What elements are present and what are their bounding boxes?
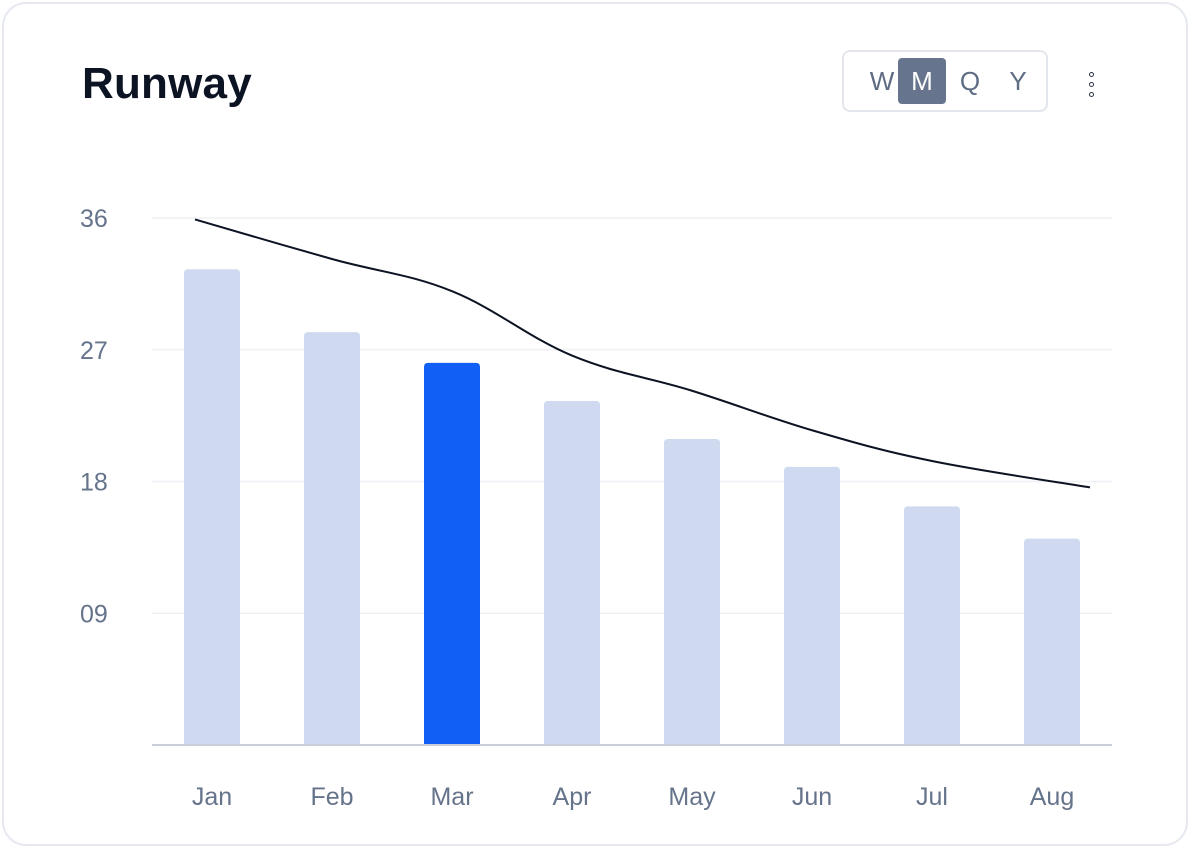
y-tick-label: 18 [80, 469, 108, 497]
more-vertical-icon[interactable] [1076, 62, 1106, 106]
x-tick-label: Jan [192, 783, 232, 811]
period-year-button[interactable]: Y [1009, 65, 1027, 96]
period-week-button[interactable]: W [869, 65, 895, 96]
bar [1024, 538, 1080, 745]
bar [664, 439, 720, 745]
bar [784, 466, 840, 745]
x-tick-label: Apr [553, 783, 592, 811]
x-tick-label: Feb [310, 783, 353, 811]
x-tick-label: Jul [916, 783, 948, 811]
period-quarter-button[interactable]: Q [959, 65, 981, 96]
bar [304, 332, 360, 745]
y-tick-label: 09 [80, 600, 108, 628]
bar [904, 506, 960, 745]
bar-highlighted [424, 362, 480, 745]
period-selector: W M Q Y [842, 50, 1048, 112]
y-tick-label: 27 [80, 337, 108, 365]
x-tick-label: May [668, 783, 716, 811]
period-month-button[interactable]: M [898, 58, 946, 104]
card-title: Runway [82, 59, 252, 108]
trend-line [194, 218, 1091, 489]
x-tick-label: Mar [430, 783, 473, 811]
x-tick-label: Aug [1030, 783, 1074, 811]
menu-dot [1088, 81, 1094, 87]
x-tick-label: Jun [792, 783, 832, 811]
bar [184, 269, 240, 745]
y-tick-label: 36 [80, 205, 108, 233]
bar [544, 400, 600, 745]
menu-dot [1088, 91, 1094, 97]
menu-dot [1088, 71, 1094, 77]
